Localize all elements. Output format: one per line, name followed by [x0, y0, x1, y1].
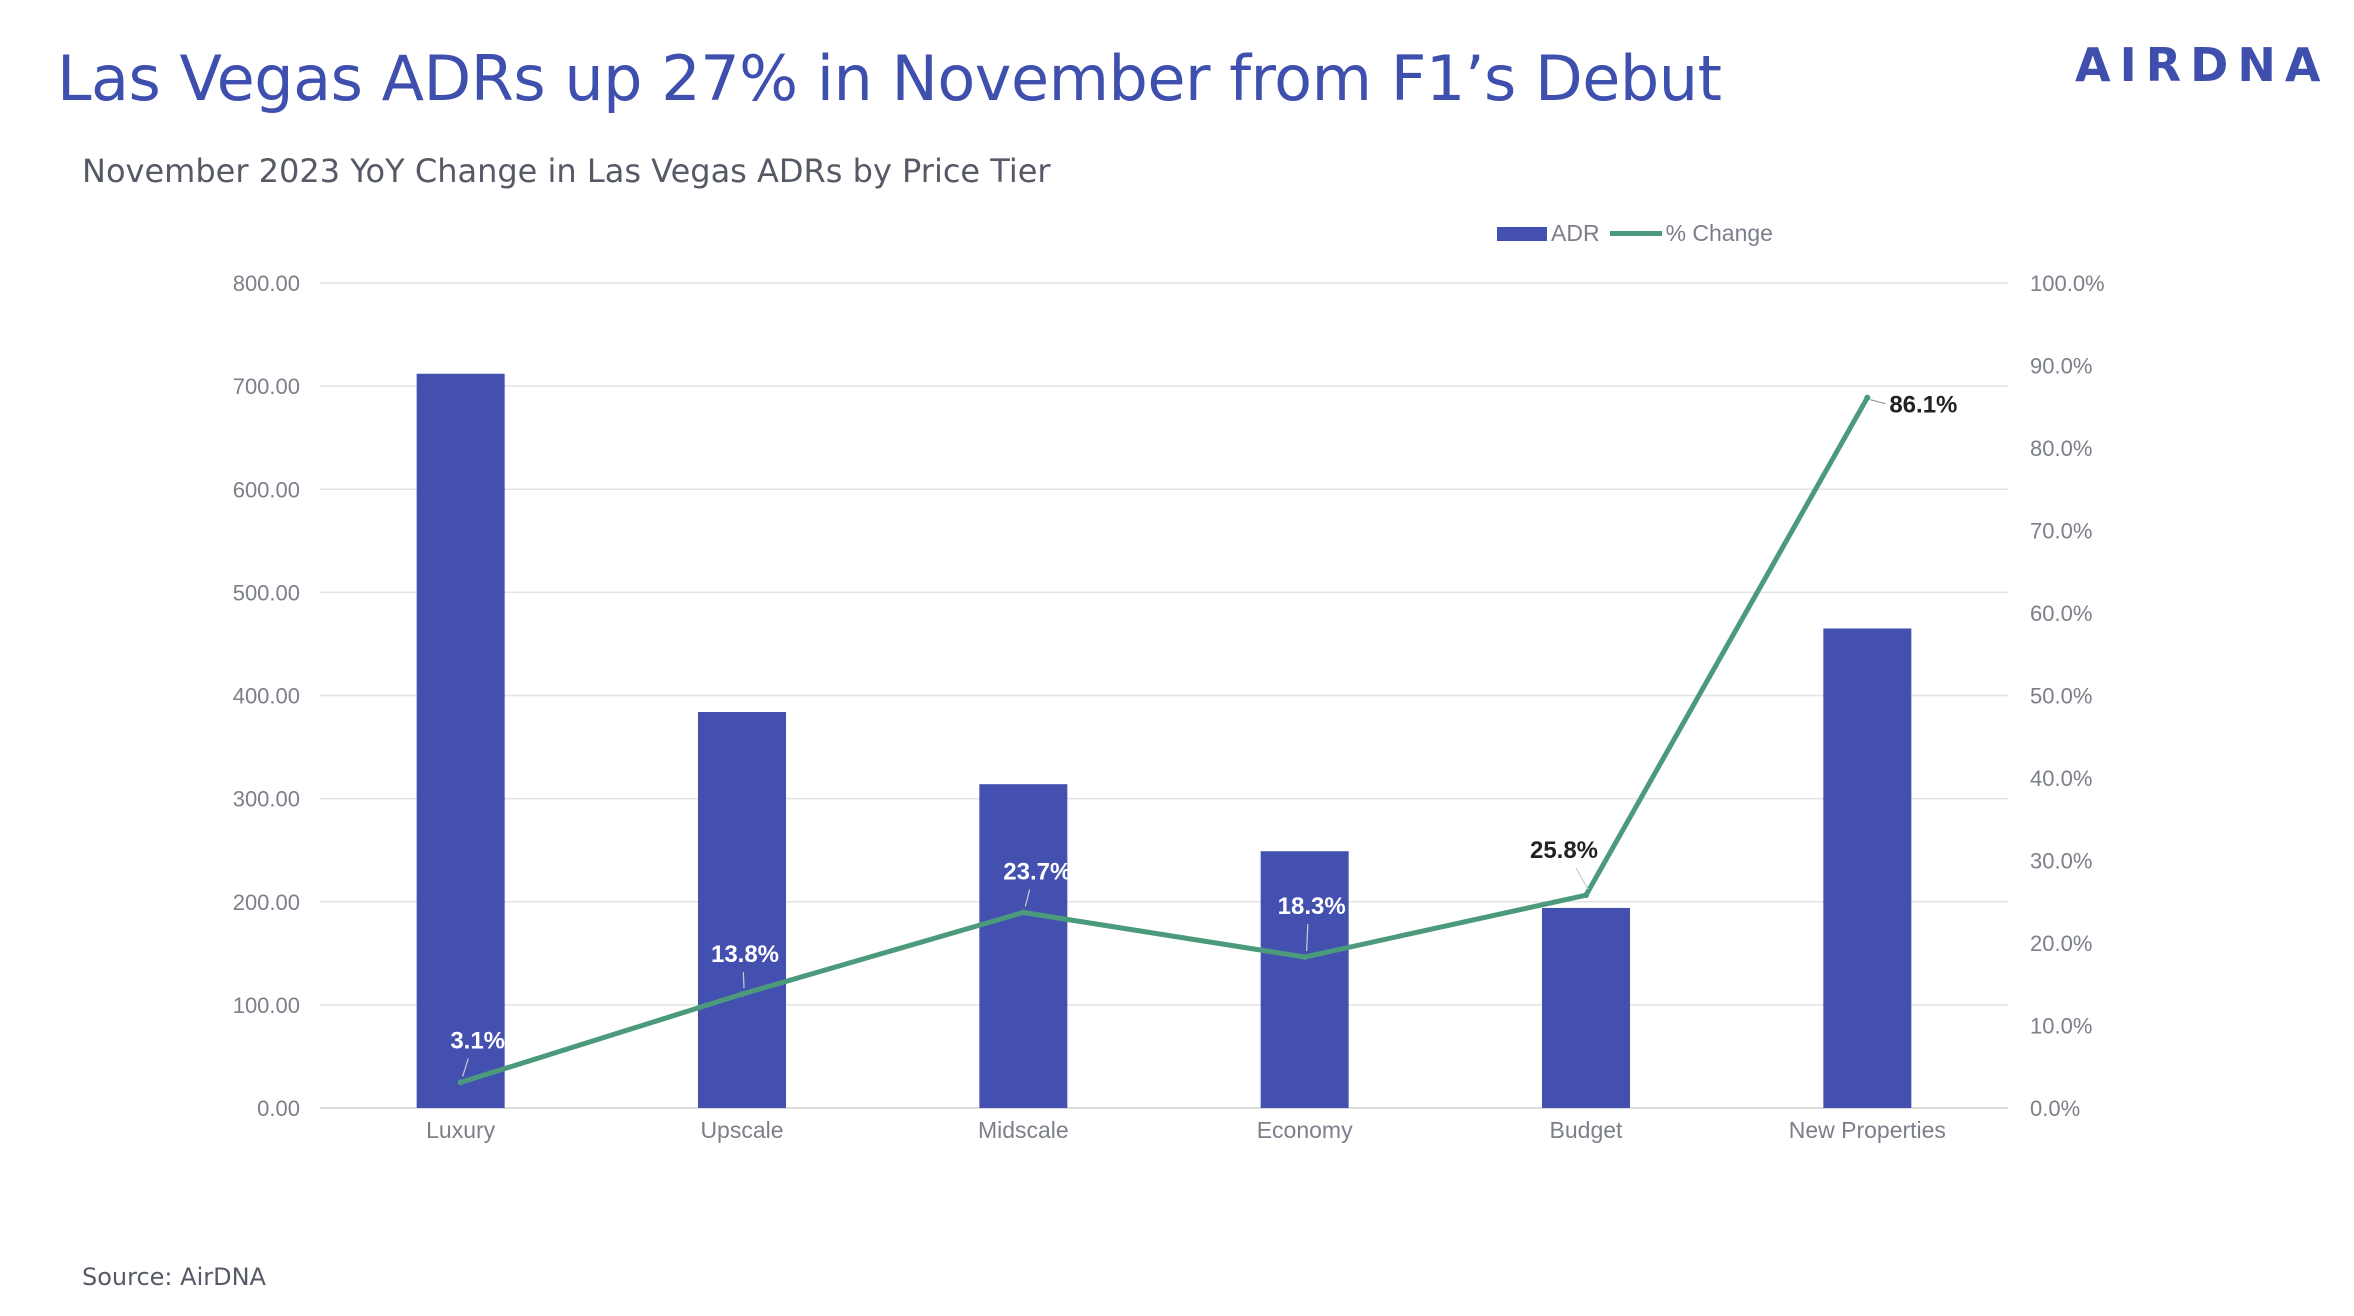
line-point — [1864, 394, 1871, 401]
bar-new-properties — [1823, 628, 1912, 1108]
line-point — [1020, 909, 1027, 916]
data-label: 3.1% — [450, 1027, 505, 1054]
y-right-tick-label: 90.0% — [2030, 354, 2092, 379]
y-right-tick-label: 0.0% — [2030, 1096, 2080, 1121]
x-tick-label: Economy — [1257, 1117, 1353, 1143]
y-left-tick-label: 300.00 — [233, 787, 300, 812]
legend-swatch-adr — [1497, 226, 1547, 241]
data-label: 23.7% — [1003, 858, 1071, 885]
bar-upscale — [698, 712, 786, 1108]
legend-label-change: % Change — [1665, 220, 1773, 246]
y-right-tick-label: 70.0% — [2030, 519, 2092, 544]
brand-logo: AIRDNA — [2075, 38, 2330, 92]
legend-swatch-change — [1609, 231, 1662, 236]
source-note: Source: AirDNA — [82, 1263, 266, 1291]
legend-label-adr: ADR — [1551, 220, 1600, 246]
y-right-tick-label: 20.0% — [2030, 931, 2092, 956]
page-title: Las Vegas ADRs up 27% in November from F… — [57, 42, 1722, 115]
y-left-tick-label: 600.00 — [233, 477, 300, 502]
y-right-tick-label: 50.0% — [2030, 684, 2092, 709]
data-label-leader — [462, 1058, 469, 1077]
bar-midscale — [979, 784, 1068, 1108]
data-label-leader — [742, 972, 745, 989]
line-percent-change — [459, 396, 1870, 1085]
y-left-tick-label: 100.00 — [233, 993, 300, 1018]
legend-item-change: % Change — [1609, 220, 1773, 247]
y-right-tick-label: 30.0% — [2030, 849, 2092, 874]
bar-budget — [1542, 907, 1630, 1108]
chart-subtitle: November 2023 YoY Change in Las Vegas AD… — [82, 152, 1051, 190]
y-left-tick-label: 0.00 — [257, 1096, 300, 1121]
data-label: 25.8% — [1530, 837, 1598, 864]
data-label: 13.8% — [711, 941, 779, 968]
line-point — [1301, 954, 1308, 961]
x-tick-label: Budget — [1550, 1117, 1624, 1143]
data-label: 18.3% — [1278, 893, 1346, 920]
data-label-leader — [1870, 399, 1886, 405]
bar-luxury — [416, 373, 505, 1108]
data-label-leader — [1024, 889, 1031, 907]
x-tick-label: Luxury — [426, 1117, 496, 1143]
y-right-tick-label: 10.0% — [2030, 1014, 2092, 1039]
y-left-tick-label: 200.00 — [233, 890, 300, 915]
y-left-tick-label: 700.00 — [233, 374, 300, 399]
data-label: 86.1% — [1889, 392, 1957, 419]
x-tick-label: New Properties — [1789, 1117, 1946, 1143]
y-right-tick-label: 40.0% — [2030, 766, 2092, 791]
bar-economy — [1260, 851, 1349, 1108]
y-right-tick-label: 60.0% — [2030, 601, 2092, 626]
line-point — [1583, 892, 1589, 899]
data-label-leader — [1306, 923, 1309, 952]
y-right-tick-label: 80.0% — [2030, 436, 2092, 461]
data-label-leader — [1575, 867, 1589, 890]
x-tick-label: Midscale — [978, 1117, 1069, 1143]
x-tick-label: Upscale — [700, 1117, 783, 1143]
legend-item-adr: ADR — [1497, 220, 1600, 247]
y-left-tick-label: 800.00 — [233, 271, 300, 296]
y-right-tick-label: 100.0% — [2030, 271, 2105, 296]
y-left-tick-label: 400.00 — [233, 684, 300, 709]
line-point — [739, 991, 745, 998]
chart-legend: ADR % Change — [1497, 220, 1783, 247]
line-point — [457, 1079, 464, 1086]
y-left-tick-label: 500.00 — [233, 580, 300, 605]
